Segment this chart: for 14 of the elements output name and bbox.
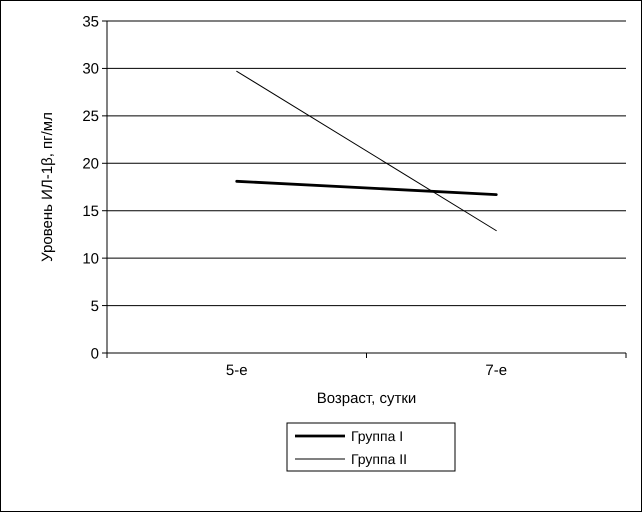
y-tick-label: 35 bbox=[82, 13, 99, 30]
y-tick-label: 10 bbox=[82, 250, 99, 268]
x-axis-title: Возраст, сутки bbox=[316, 390, 416, 407]
x-tick-label: 7-е bbox=[485, 362, 508, 379]
y-tick-label: 25 bbox=[82, 108, 99, 126]
y-tick-label: 30 bbox=[82, 60, 99, 78]
y-tick-label: 0 bbox=[90, 345, 99, 362]
legend-label: Группа II bbox=[351, 450, 408, 467]
y-tick-label: 20 bbox=[82, 156, 99, 173]
legend-label: Группа I bbox=[351, 428, 404, 444]
x-tick-label: 5-е bbox=[226, 362, 248, 379]
y-tick-label: 15 bbox=[82, 202, 99, 220]
y-axis-title: Уровень ИЛ-1β, пг/мл bbox=[39, 112, 56, 262]
y-tick-label: 5 bbox=[90, 298, 99, 315]
